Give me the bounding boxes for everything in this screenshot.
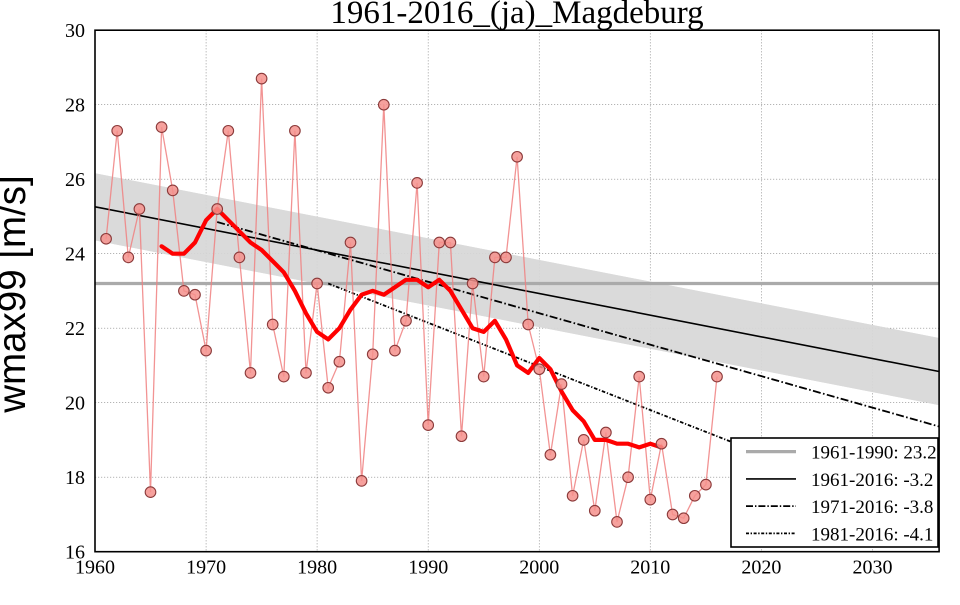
svg-text:22: 22 — [65, 318, 85, 340]
svg-text:16: 16 — [65, 542, 85, 564]
svg-text:1961-2016: -3.2: 1961-2016: -3.2 — [811, 470, 933, 491]
svg-text:1970: 1970 — [186, 557, 226, 579]
svg-text:24: 24 — [65, 244, 85, 266]
svg-text:26: 26 — [65, 169, 85, 191]
svg-text:1971-2016: -3.8: 1971-2016: -3.8 — [811, 497, 933, 518]
svg-text:30: 30 — [65, 20, 85, 42]
svg-text:2010: 2010 — [630, 557, 670, 579]
svg-text:20: 20 — [65, 393, 85, 415]
svg-text:18: 18 — [65, 467, 85, 489]
svg-text:2000: 2000 — [519, 557, 559, 579]
svg-text:1961-2016_(ja)_Magdeburg: 1961-2016_(ja)_Magdeburg — [330, 0, 703, 31]
svg-text:2030: 2030 — [853, 557, 893, 579]
svg-text:1981-2016: -4.1: 1981-2016: -4.1 — [811, 524, 933, 545]
svg-text:wmax99 [m/s]: wmax99 [m/s] — [0, 175, 34, 413]
svg-text:1990: 1990 — [408, 557, 448, 579]
svg-text:2020: 2020 — [741, 557, 781, 579]
svg-text:28: 28 — [65, 95, 85, 117]
svg-text:1980: 1980 — [297, 557, 337, 579]
svg-text:1961-1990: 23.2: 1961-1990: 23.2 — [811, 443, 937, 464]
